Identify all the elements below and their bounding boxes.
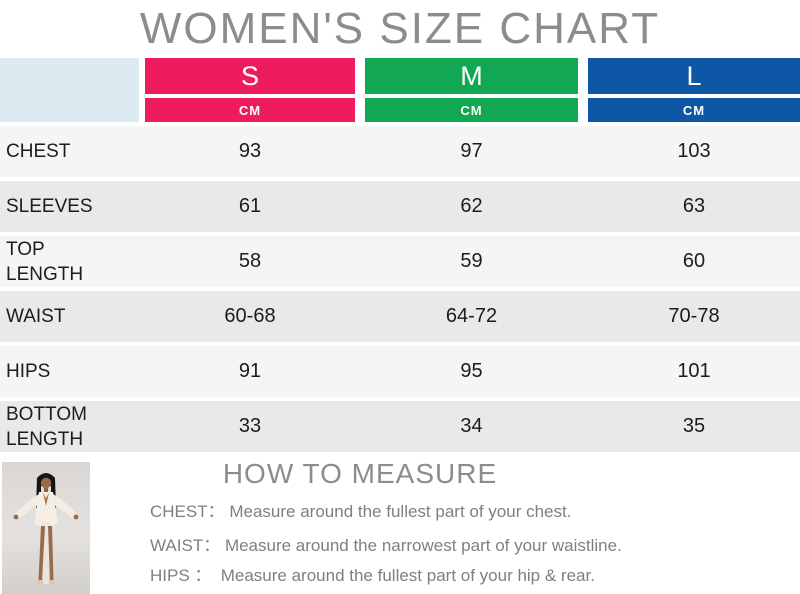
measure-item-text: Measure around the fullest part of your … [220, 566, 595, 585]
row-label-text: HIPS [6, 361, 51, 382]
header-gap [355, 58, 365, 122]
size-header-s: S [145, 58, 355, 94]
row-label: CHEST [0, 139, 145, 164]
size-header-l: L [588, 58, 800, 94]
measure-item-label: CHEST： [150, 502, 225, 521]
measure-item-label: WAIST： [150, 536, 221, 555]
row-label-text: TOP LENGTH [6, 238, 84, 285]
cell-value: 63 [682, 195, 706, 217]
cell-value: 61 [238, 195, 262, 217]
unit-header-l: CM [588, 98, 800, 122]
cell-value: 35 [682, 415, 706, 437]
table-row-waist: WAIST 60-68 64-72 70-78 [0, 291, 800, 342]
measure-item-waist: WAIST： Measure around the narrowest part… [150, 531, 622, 556]
cell-value: 70-78 [668, 305, 720, 327]
cell-value: 103 [677, 140, 711, 162]
header-gap [578, 58, 588, 122]
page-title: WOMEN'S SIZE CHART [139, 4, 661, 53]
measure-item-text: Measure around the narrowest part of you… [224, 536, 622, 555]
row-label: BOTTOM LENGTH [0, 402, 145, 452]
table-row-hips: HIPS 91 95 101 [0, 346, 800, 397]
row-label: SLEEVES [0, 194, 145, 219]
header-corner-cell [0, 58, 139, 122]
unit-header-m: CM [365, 98, 578, 122]
cell-value: 93 [238, 140, 262, 162]
measure-item-text: Measure around the fullest part of your … [229, 502, 572, 521]
cell-value: 33 [238, 415, 262, 437]
unit-header-s: CM [145, 98, 355, 122]
cell-value: 95 [460, 360, 483, 382]
cell-value: 91 [238, 360, 262, 382]
size-column-l: L CM [588, 58, 800, 122]
measure-section-title: HOW TO MEASURE [222, 458, 498, 489]
row-label-text: WAIST [6, 306, 66, 327]
row-label: TOP LENGTH [0, 237, 145, 287]
model-photo [2, 462, 90, 594]
measure-item-hips: HIPS ： Measure around the fullest part o… [150, 561, 595, 586]
cell-value: 101 [677, 360, 711, 382]
cell-value: 97 [460, 140, 483, 162]
size-header-m: M [365, 58, 578, 94]
cell-value: 34 [460, 415, 483, 437]
size-column-m: M CM [365, 58, 578, 122]
table-row-bottom-length: BOTTOM LENGTH 33 34 35 [0, 401, 800, 452]
size-column-s: S CM [145, 58, 355, 122]
cell-value: 62 [460, 195, 483, 217]
size-table-header: S CM M CM L CM [0, 58, 800, 122]
table-row-chest: CHEST 93 97 103 [0, 126, 800, 177]
row-label: WAIST [0, 304, 145, 329]
row-label-text: BOTTOM LENGTH [6, 403, 87, 450]
cell-value: 64-72 [445, 305, 498, 327]
cell-value: 59 [460, 250, 483, 272]
row-label-text: SLEEVES [6, 196, 93, 217]
table-row-top-length: TOP LENGTH 58 59 60 [0, 236, 800, 287]
row-label: HIPS [0, 359, 145, 384]
size-table: S CM M CM L CM CHEST 93 97 103 SLEEVES 6… [0, 58, 800, 452]
cell-value: 60 [682, 250, 706, 272]
measure-item-chest: CHEST： Measure around the fullest part o… [150, 497, 571, 522]
cell-value: 58 [238, 250, 262, 272]
row-label-text: CHEST [6, 141, 71, 162]
table-row-sleeves: SLEEVES 61 62 63 [0, 181, 800, 232]
cell-value: 60-68 [224, 305, 276, 327]
measure-item-label: HIPS ： [150, 566, 212, 585]
